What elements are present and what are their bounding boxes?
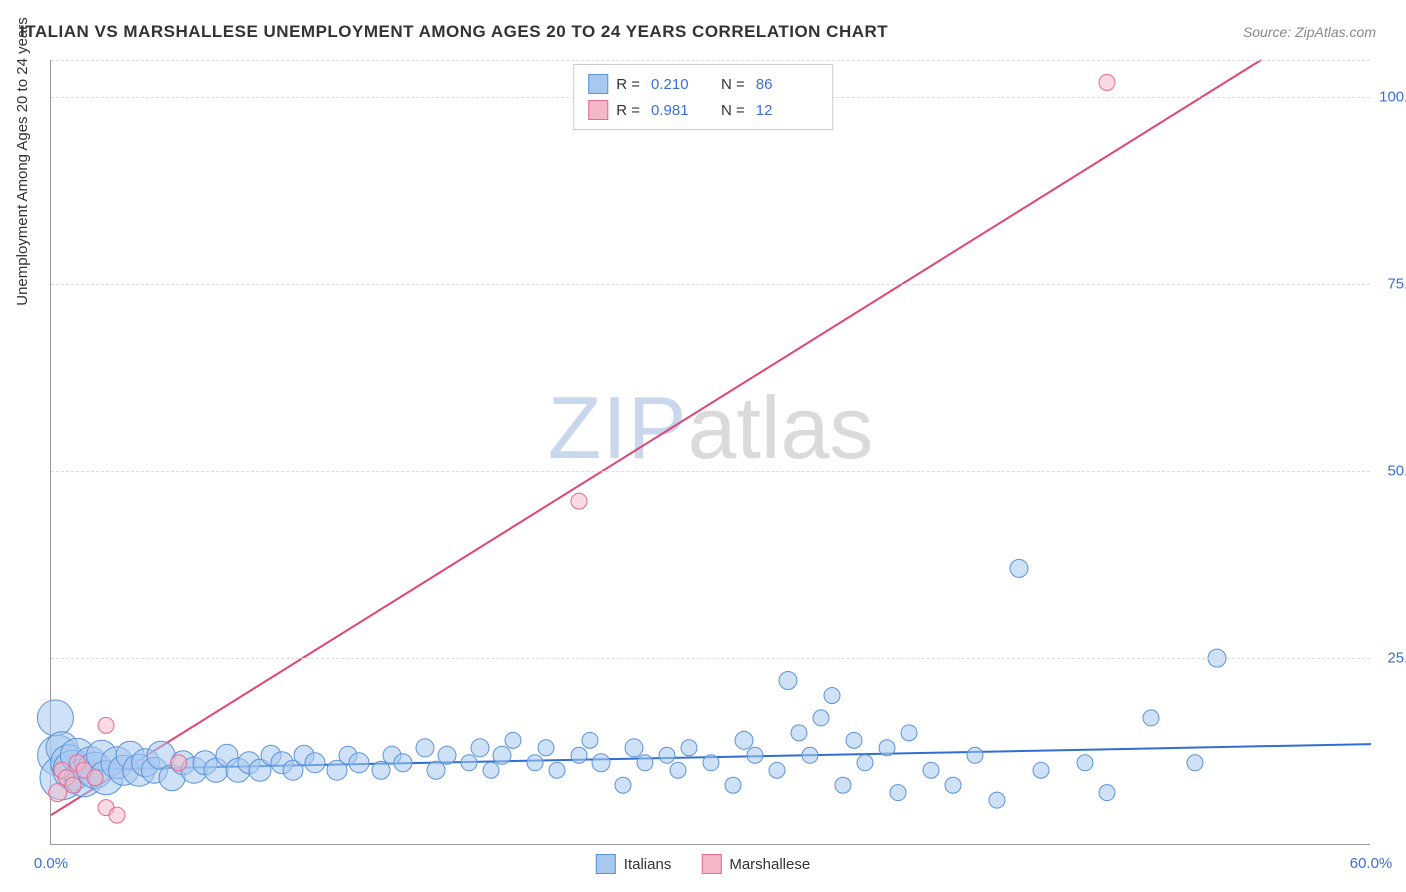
legend-series-label: Italians: [624, 856, 672, 873]
data-point-italians: [1010, 559, 1028, 577]
data-point-italians: [505, 732, 521, 748]
data-point-italians: [615, 777, 631, 793]
data-point-italians: [1143, 710, 1159, 726]
data-point-italians: [527, 755, 543, 771]
y-tick-label: 100.0%: [1379, 89, 1406, 106]
y-axis-title: Unemployment Among Ages 20 to 24 years: [14, 17, 31, 306]
data-point-italians: [802, 747, 818, 763]
data-point-italians: [471, 739, 489, 757]
data-point-italians: [967, 747, 983, 763]
legend-corr-row: R = 0.981 N = 12: [588, 97, 818, 123]
data-point-italians: [779, 672, 797, 690]
data-point-italians: [549, 762, 565, 778]
legend-n-value: 12: [756, 102, 804, 119]
legend-series-item: Marshallese: [701, 854, 810, 874]
data-point-marshallese: [98, 717, 114, 733]
data-point-italians: [901, 725, 917, 741]
gridline-h: [51, 471, 1370, 472]
data-point-italians: [824, 687, 840, 703]
data-point-italians: [582, 732, 598, 748]
data-point-italians: [394, 754, 412, 772]
data-point-italians: [372, 761, 390, 779]
trend-line-marshallese: [51, 60, 1261, 815]
data-point-italians: [670, 762, 686, 778]
gridline-h: [51, 658, 1370, 659]
data-point-italians: [538, 740, 554, 756]
legend-n-label: N =: [721, 102, 745, 119]
legend-n-label: N =: [721, 76, 745, 93]
data-point-italians: [637, 755, 653, 771]
data-point-italians: [1187, 755, 1203, 771]
data-point-marshallese: [65, 777, 81, 793]
legend-r-value: 0.981: [651, 102, 699, 119]
legend-series-item: Italians: [596, 854, 672, 874]
data-point-italians: [923, 762, 939, 778]
data-point-italians: [37, 700, 73, 736]
data-point-italians: [890, 785, 906, 801]
data-point-italians: [1099, 785, 1115, 801]
data-point-marshallese: [1099, 74, 1115, 90]
x-tick-label: 60.0%: [1350, 855, 1393, 872]
legend-swatch: [588, 74, 608, 94]
legend-corr-row: R = 0.210 N = 86: [588, 71, 818, 97]
legend-r-value: 0.210: [651, 76, 699, 93]
data-point-marshallese: [171, 755, 187, 771]
legend-n-value: 86: [756, 76, 804, 93]
data-point-italians: [483, 762, 499, 778]
data-point-italians: [427, 761, 445, 779]
legend-series-label: Marshallese: [729, 856, 810, 873]
y-tick-label: 25.0%: [1387, 650, 1406, 667]
legend-r-label: R =: [616, 102, 640, 119]
data-point-italians: [769, 762, 785, 778]
y-tick-label: 50.0%: [1387, 463, 1406, 480]
data-point-italians: [592, 754, 610, 772]
data-point-italians: [857, 755, 873, 771]
plot-area: ZIPatlas 25.0%50.0%75.0%100.0%0.0%60.0%: [50, 60, 1370, 845]
legend-swatch: [701, 854, 721, 874]
legend-correlation-box: R = 0.210 N = 86 R = 0.981 N = 12: [573, 64, 833, 130]
source-value: ZipAtlas.com: [1295, 24, 1376, 40]
legend-series: Italians Marshallese: [596, 854, 810, 874]
data-point-marshallese: [49, 784, 67, 802]
gridline-h: [51, 60, 1370, 61]
data-point-italians: [846, 732, 862, 748]
data-point-italians: [989, 792, 1005, 808]
data-point-italians: [625, 739, 643, 757]
data-point-italians: [747, 747, 763, 763]
data-point-italians: [791, 725, 807, 741]
source-attribution: Source: ZipAtlas.com: [1243, 24, 1376, 40]
legend-r-label: R =: [616, 76, 640, 93]
data-point-italians: [735, 731, 753, 749]
x-tick-label: 0.0%: [34, 855, 68, 872]
gridline-h: [51, 284, 1370, 285]
plot-svg: [51, 60, 1370, 844]
data-point-italians: [813, 710, 829, 726]
data-point-italians: [835, 777, 851, 793]
data-point-italians: [416, 739, 434, 757]
data-point-italians: [305, 753, 325, 773]
chart-title: ITALIAN VS MARSHALLESE UNEMPLOYMENT AMON…: [20, 22, 888, 42]
data-point-italians: [681, 740, 697, 756]
data-point-italians: [349, 753, 369, 773]
data-point-italians: [493, 746, 511, 764]
y-tick-label: 75.0%: [1387, 276, 1406, 293]
legend-swatch: [588, 100, 608, 120]
data-point-marshallese: [109, 807, 125, 823]
data-point-italians: [945, 777, 961, 793]
data-point-italians: [703, 755, 719, 771]
data-point-italians: [571, 747, 587, 763]
data-point-italians: [725, 777, 741, 793]
data-point-italians: [1033, 762, 1049, 778]
data-point-italians: [1077, 755, 1093, 771]
data-point-marshallese: [87, 770, 103, 786]
data-point-italians: [438, 746, 456, 764]
chart-container: ITALIAN VS MARSHALLESE UNEMPLOYMENT AMON…: [0, 0, 1406, 892]
data-point-italians: [659, 747, 675, 763]
data-point-marshallese: [571, 493, 587, 509]
data-point-italians: [461, 755, 477, 771]
legend-swatch: [596, 854, 616, 874]
data-point-italians: [879, 740, 895, 756]
source-label: Source:: [1243, 24, 1291, 40]
